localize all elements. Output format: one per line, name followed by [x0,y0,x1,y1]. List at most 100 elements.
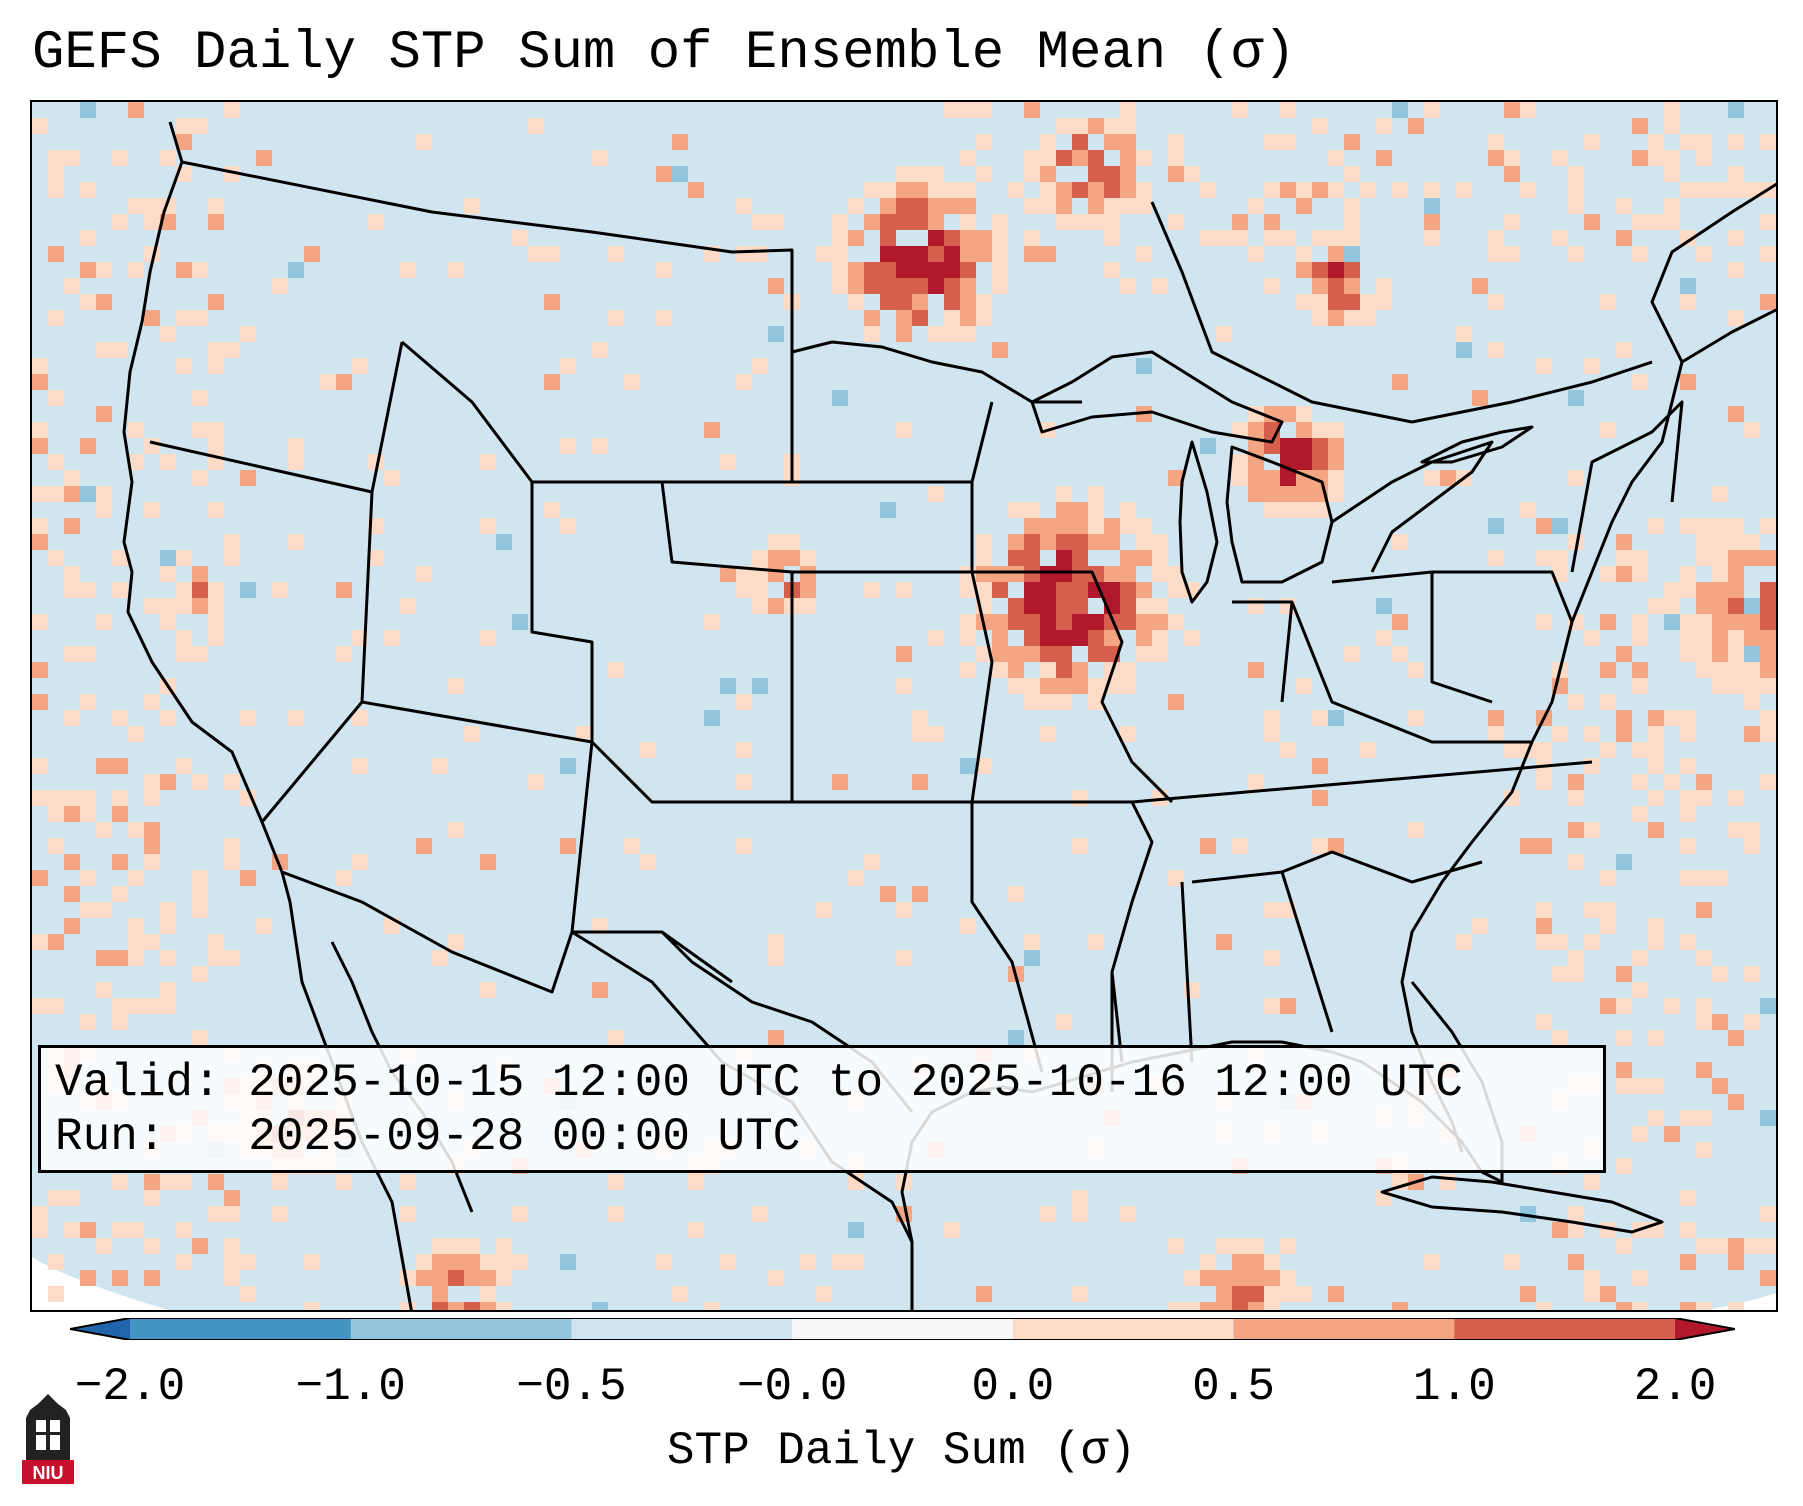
us-west-coastline [122,121,292,903]
anomaly-cell [1280,1270,1296,1286]
anomaly-cell [944,326,960,342]
anomaly-cell [1072,566,1088,582]
anomaly-cell [32,934,48,950]
anomaly-cell [1104,518,1120,534]
anomaly-cell [1008,646,1024,662]
anomaly-cell [848,278,864,294]
anomaly-cell [768,214,784,230]
anomaly-cell [32,1206,48,1222]
anomaly-cell [768,534,784,550]
anomaly-cell [880,198,896,214]
anomaly-cell [1392,1302,1408,1310]
anomaly-cell [1600,614,1616,630]
anomaly-cell [480,518,496,534]
anomaly-cell [1312,310,1328,326]
anomaly-cell [1392,646,1408,662]
anomaly-cell [768,1270,784,1286]
anomaly-cell [1504,790,1520,806]
anomaly-cell [208,422,224,438]
anomaly-cell [1664,118,1680,134]
anomaly-cell [1648,918,1664,934]
anomaly-cell [416,134,432,150]
anomaly-cell [976,758,992,774]
anomaly-cell [1696,182,1712,198]
anomaly-cell [992,662,1008,678]
anomaly-cell [1728,1030,1744,1046]
anomaly-cell [528,774,544,790]
anomaly-cell [1040,198,1056,214]
anomaly-cell [1376,598,1392,614]
anomaly-cell [976,582,992,598]
anomaly-cell [960,214,976,230]
anomaly-cell [944,246,960,262]
anomaly-cell [1552,230,1568,246]
anomaly-cell [1056,694,1072,710]
anomaly-cell [1552,550,1568,566]
anomaly-cell [544,502,560,518]
anomaly-cell [352,710,368,726]
anomaly-cell [96,486,112,502]
anomaly-cell [1344,646,1360,662]
anomaly-cell [80,902,96,918]
anomaly-cell [1472,918,1488,934]
anomaly-cell [160,1174,176,1190]
anomaly-cell [1584,726,1600,742]
anomaly-cell [192,390,208,406]
out-of-domain-region [32,1257,169,1310]
anomaly-cell [896,678,912,694]
anomaly-cell [1072,1206,1088,1222]
anomaly-cell [1632,246,1648,262]
anomaly-cell [1104,534,1120,550]
anomaly-cell [48,550,64,566]
anomaly-cell [1264,950,1280,966]
anomaly-cell [1728,230,1744,246]
anomaly-cell [1664,614,1680,630]
anomaly-cell [1616,854,1632,870]
anomaly-cell [224,854,240,870]
anomaly-cell [1024,518,1040,534]
anomaly-cell [1696,774,1712,790]
anomaly-cell [512,1254,528,1270]
anomaly-cell [1120,166,1136,182]
anomaly-cell [1264,486,1280,502]
anomaly-cell [112,550,128,566]
anomaly-cell [336,646,352,662]
anomaly-cell [1328,262,1344,278]
anomaly-cell [592,438,608,454]
anomaly-cell [784,550,800,566]
anomaly-cell [1616,534,1632,550]
anomaly-cell [1648,150,1664,166]
valid-line: Valid: 2025-10-15 12:00 UTC to 2025-10-1… [55,1056,1589,1110]
anomaly-cell [544,294,560,310]
anomaly-cell [896,422,912,438]
anomaly-cell [1344,278,1360,294]
anomaly-cell [992,646,1008,662]
colorbar-tick-label: −0.0 [736,1361,848,1413]
anomaly-cell [992,630,1008,646]
lake-michigan [1178,440,1219,604]
anomaly-cell [1584,134,1600,150]
anomaly-cell [736,566,752,582]
anomaly-cell [272,278,288,294]
anomaly-cell [224,550,240,566]
anomaly-cell [1424,214,1440,230]
anomaly-cell [1584,214,1600,230]
anomaly-cell [464,198,480,214]
anomaly-cell [1664,150,1680,166]
anomaly-cell [1664,598,1680,614]
anomaly-cell [1072,550,1088,566]
anomaly-cell [192,774,208,790]
anomaly-cell [80,486,96,502]
anomaly-cell [448,934,464,950]
anomaly-cell [160,614,176,630]
anomaly-cell [976,1286,992,1302]
anomaly-cell [1248,486,1264,502]
anomaly-cell [768,1030,784,1046]
anomaly-cell [1488,518,1504,534]
anomaly-cell [144,214,160,230]
anomaly-cell [1648,598,1664,614]
anomaly-cell [1344,166,1360,182]
anomaly-cell [1552,934,1568,950]
anomaly-cell [384,470,400,486]
anomaly-cell [1648,934,1664,950]
